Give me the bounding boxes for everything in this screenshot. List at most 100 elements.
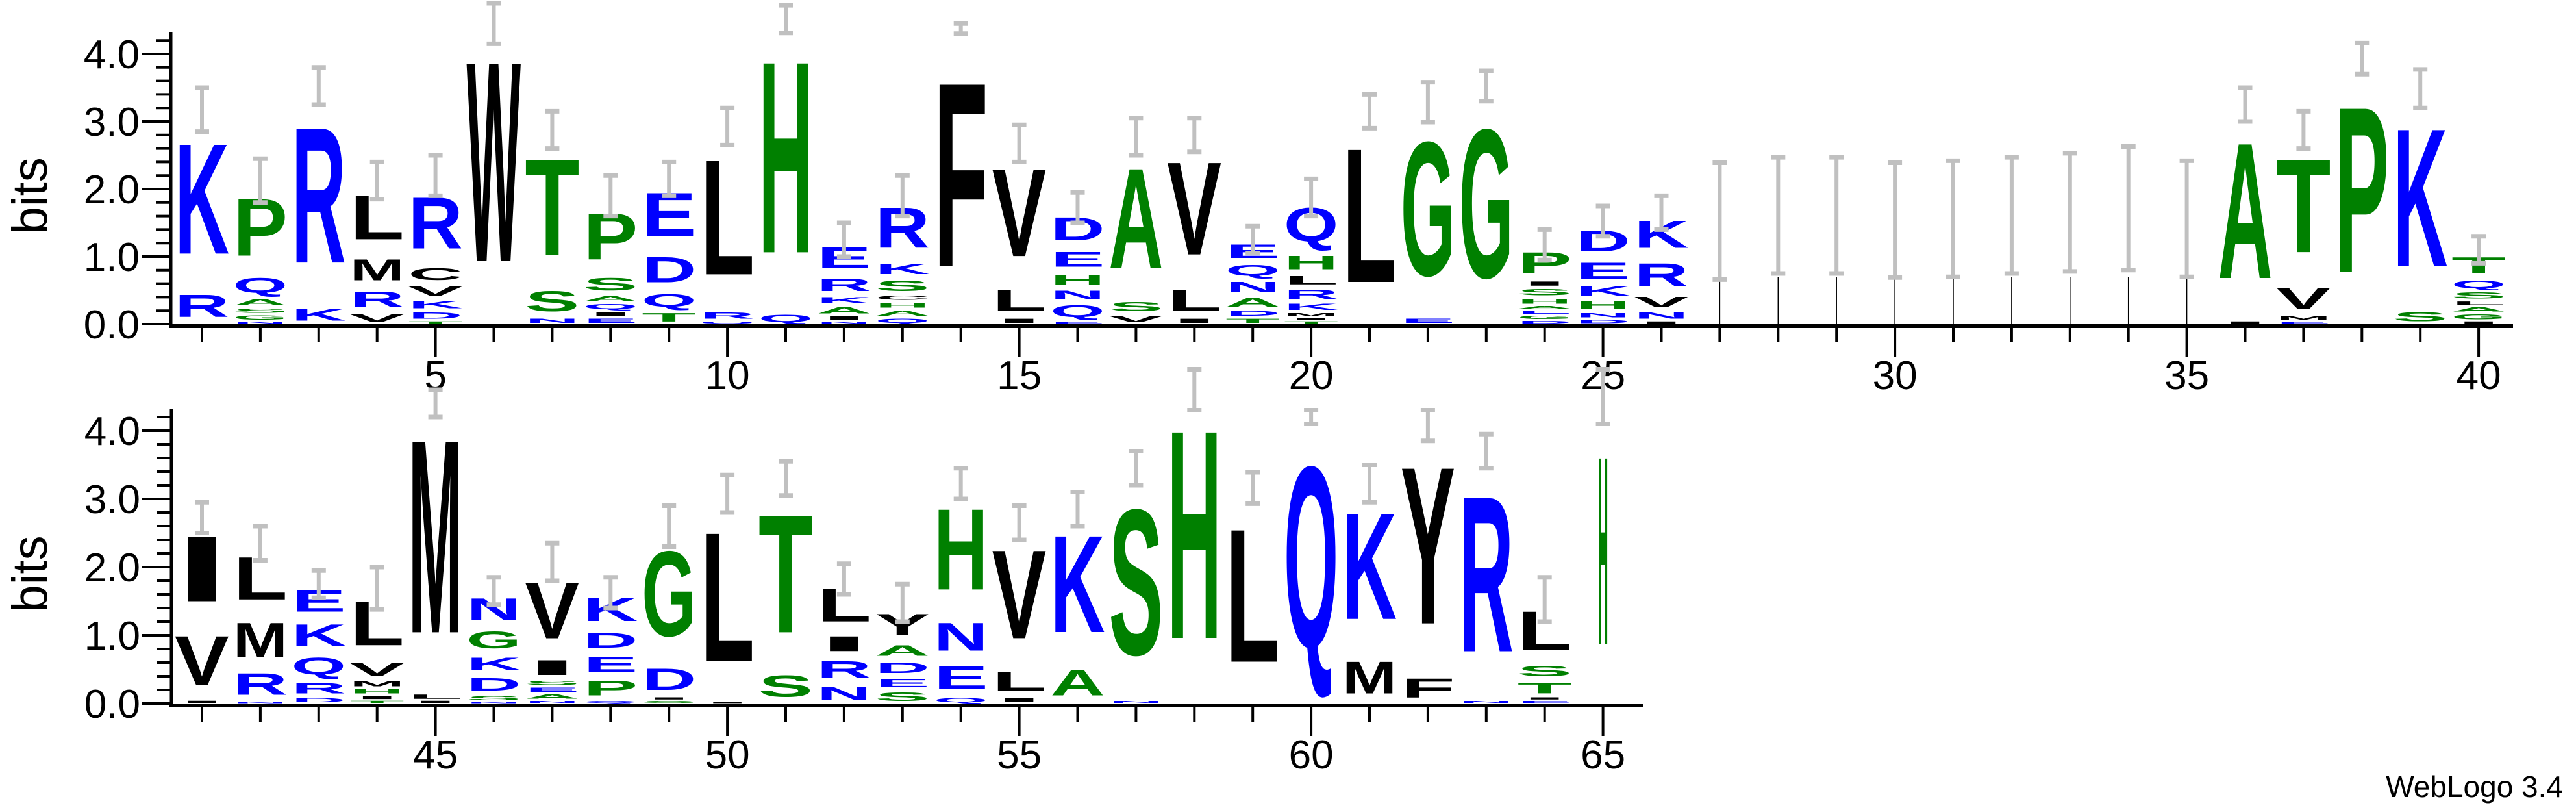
logo-letter-D: D	[642, 250, 696, 290]
logo-letter-E: E	[1051, 248, 1105, 272]
logo-letter-Q: Q	[875, 318, 930, 324]
error-bar	[2296, 108, 2311, 151]
logo-letter-V: V	[1634, 294, 1689, 311]
logo-letter-S: S	[1108, 466, 1163, 699]
y-tick-label: 3.0	[84, 100, 140, 145]
x-tick-label: 65	[1581, 733, 1625, 778]
logo-letter-F: F	[1401, 673, 1455, 704]
logo-column-23: G	[1459, 68, 1514, 323]
logo-column-29	[1829, 155, 1844, 324]
logo-letter-H: H	[1167, 369, 1221, 702]
logo-letter-L: L	[1167, 283, 1221, 317]
error-bar	[545, 540, 560, 583]
error-bar	[369, 159, 384, 202]
error-bar	[1129, 116, 1144, 158]
logo-column-11: QH	[758, 3, 813, 324]
logo-letter-M: M	[408, 381, 463, 692]
logo-letter-S: S	[467, 694, 521, 701]
logo-letter-L: L	[700, 126, 755, 310]
y-tick-label: 1.0	[84, 235, 140, 280]
logo-letter-A: A	[1051, 663, 1105, 704]
logo-letter-N: N	[1459, 700, 1514, 704]
logo-column-1: RK	[175, 85, 229, 324]
logo-column-62: FY	[1401, 408, 1455, 704]
logo-letter-R: R	[292, 88, 346, 304]
logo-letter-H: H	[1051, 272, 1105, 288]
error-bar	[1420, 80, 1435, 125]
logo-column-22: EG	[1401, 80, 1455, 324]
logo-letter-N: N	[934, 615, 988, 659]
error-bar	[895, 173, 910, 219]
logo-letter-D: D	[875, 659, 930, 676]
error-bar	[311, 568, 326, 600]
logo-letter-I: I	[642, 697, 696, 700]
logo-letter-V: V	[408, 284, 463, 299]
logo-letter-I: I	[700, 702, 755, 704]
logo-letter-R: R	[817, 275, 871, 295]
weblogo-version-label: WebLogo 3.4	[2386, 770, 2563, 804]
logo-letter-T: T	[1518, 679, 1572, 696]
logo-letter-L: L	[2451, 301, 2506, 306]
logo-column-58: H	[1167, 367, 1221, 702]
logo-letter-H: H	[875, 301, 930, 310]
logo-letter-R: R	[700, 311, 755, 321]
logo-letter-R: R	[233, 667, 288, 701]
logo-letter-D: D	[467, 674, 521, 695]
logo-letter-D: D	[408, 311, 463, 321]
logo-letter-I: I	[1284, 318, 1338, 321]
logo-column-3: KR	[292, 65, 346, 324]
logo-letter-S: S	[875, 690, 930, 704]
error-bar	[662, 503, 677, 549]
logo-letter-I: I	[525, 655, 579, 679]
logo-letter-A: A	[817, 305, 871, 316]
logo-letter-I: I	[992, 696, 1047, 703]
logo-letter-Q: Q	[1225, 262, 1280, 279]
logo-letter-T: T	[758, 481, 813, 669]
logo-letter-Q: Q	[583, 303, 638, 311]
logo-letter-H: H	[1576, 298, 1631, 312]
x-tick-label: 60	[1289, 733, 1334, 778]
y-tick-label: 0.0	[84, 303, 140, 348]
logo-letter-E: E	[1576, 258, 1631, 284]
logo-letter-D: D	[642, 663, 696, 696]
logo-letter-V: V	[2276, 282, 2331, 316]
error-bar	[2238, 85, 2253, 124]
x-tick-label: 35	[2164, 353, 2209, 398]
logo-letter-R: R	[1459, 451, 1514, 700]
logo-letter-Q: Q	[934, 697, 988, 704]
logo-letter-S: S	[2393, 309, 2447, 324]
error-bar	[953, 21, 968, 36]
logo-letter-T: T	[525, 130, 579, 284]
y-tick-label: 4.0	[84, 409, 140, 454]
error-bar	[2062, 151, 2077, 274]
logo-letter-G: G	[467, 627, 521, 654]
logo-column-33	[2062, 151, 2077, 324]
logo-letter-S: S	[1108, 299, 1163, 314]
logo-column-21: L	[1342, 92, 1397, 323]
y-tick-label: 0.0	[84, 682, 140, 727]
logo-letter-T: T	[408, 321, 463, 324]
error-bar	[1888, 160, 1903, 280]
logo-column-15: ILV	[992, 122, 1047, 324]
logo-letter-I: I	[817, 315, 871, 320]
logo-letter-G: G	[1401, 103, 1455, 316]
logo-letter-I: I	[408, 700, 463, 704]
logo-letter-V: V	[992, 143, 1047, 283]
y-axis-label: bits	[3, 535, 58, 612]
logo-letter-I: I	[1518, 697, 1572, 700]
error-bar	[2413, 67, 2428, 110]
logo-column-38: P	[2334, 40, 2389, 322]
x-tick-label: 30	[1873, 353, 1918, 398]
error-bar	[1245, 470, 1260, 506]
